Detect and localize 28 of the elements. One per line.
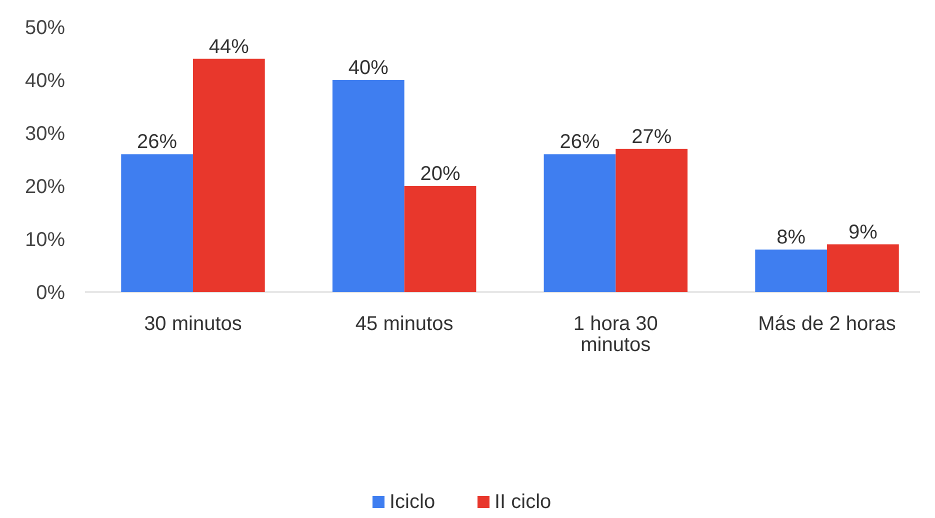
data-label: 27%: [632, 126, 672, 148]
y-tick-label: 20%: [24, 176, 66, 198]
data-label: 20%: [420, 163, 460, 185]
bar: [404, 186, 476, 292]
bar: [192, 58, 265, 292]
data-label: 40%: [348, 57, 389, 79]
x-tick-label: 45 minutos: [355, 313, 454, 335]
legend-label: II ciclo: [494, 491, 552, 513]
bar: [755, 250, 828, 292]
y-tick-label: 30%: [24, 123, 66, 145]
y-tick-label: 0%: [36, 282, 66, 304]
bar: [544, 154, 616, 292]
bar: [121, 154, 193, 292]
data-label: 8%: [776, 226, 806, 249]
data-label: 26%: [560, 131, 600, 154]
legend-label: Iciclo: [390, 491, 436, 513]
x-tick-label: 1 hora 30 minutos: [573, 313, 658, 356]
y-tick-label: 10%: [24, 229, 66, 251]
x-tick-label: 30 minutos: [144, 313, 242, 335]
data-label: 26%: [137, 131, 178, 154]
bar: [827, 244, 899, 292]
y-tick-label: 40%: [24, 70, 66, 92]
data-label: 44%: [208, 36, 250, 58]
bar: [616, 148, 688, 292]
y-tick-label: 50%: [24, 17, 66, 39]
x-tick-label: Más de 2 horas: [758, 313, 896, 335]
data-label: 9%: [848, 221, 878, 244]
bar: [332, 80, 404, 292]
